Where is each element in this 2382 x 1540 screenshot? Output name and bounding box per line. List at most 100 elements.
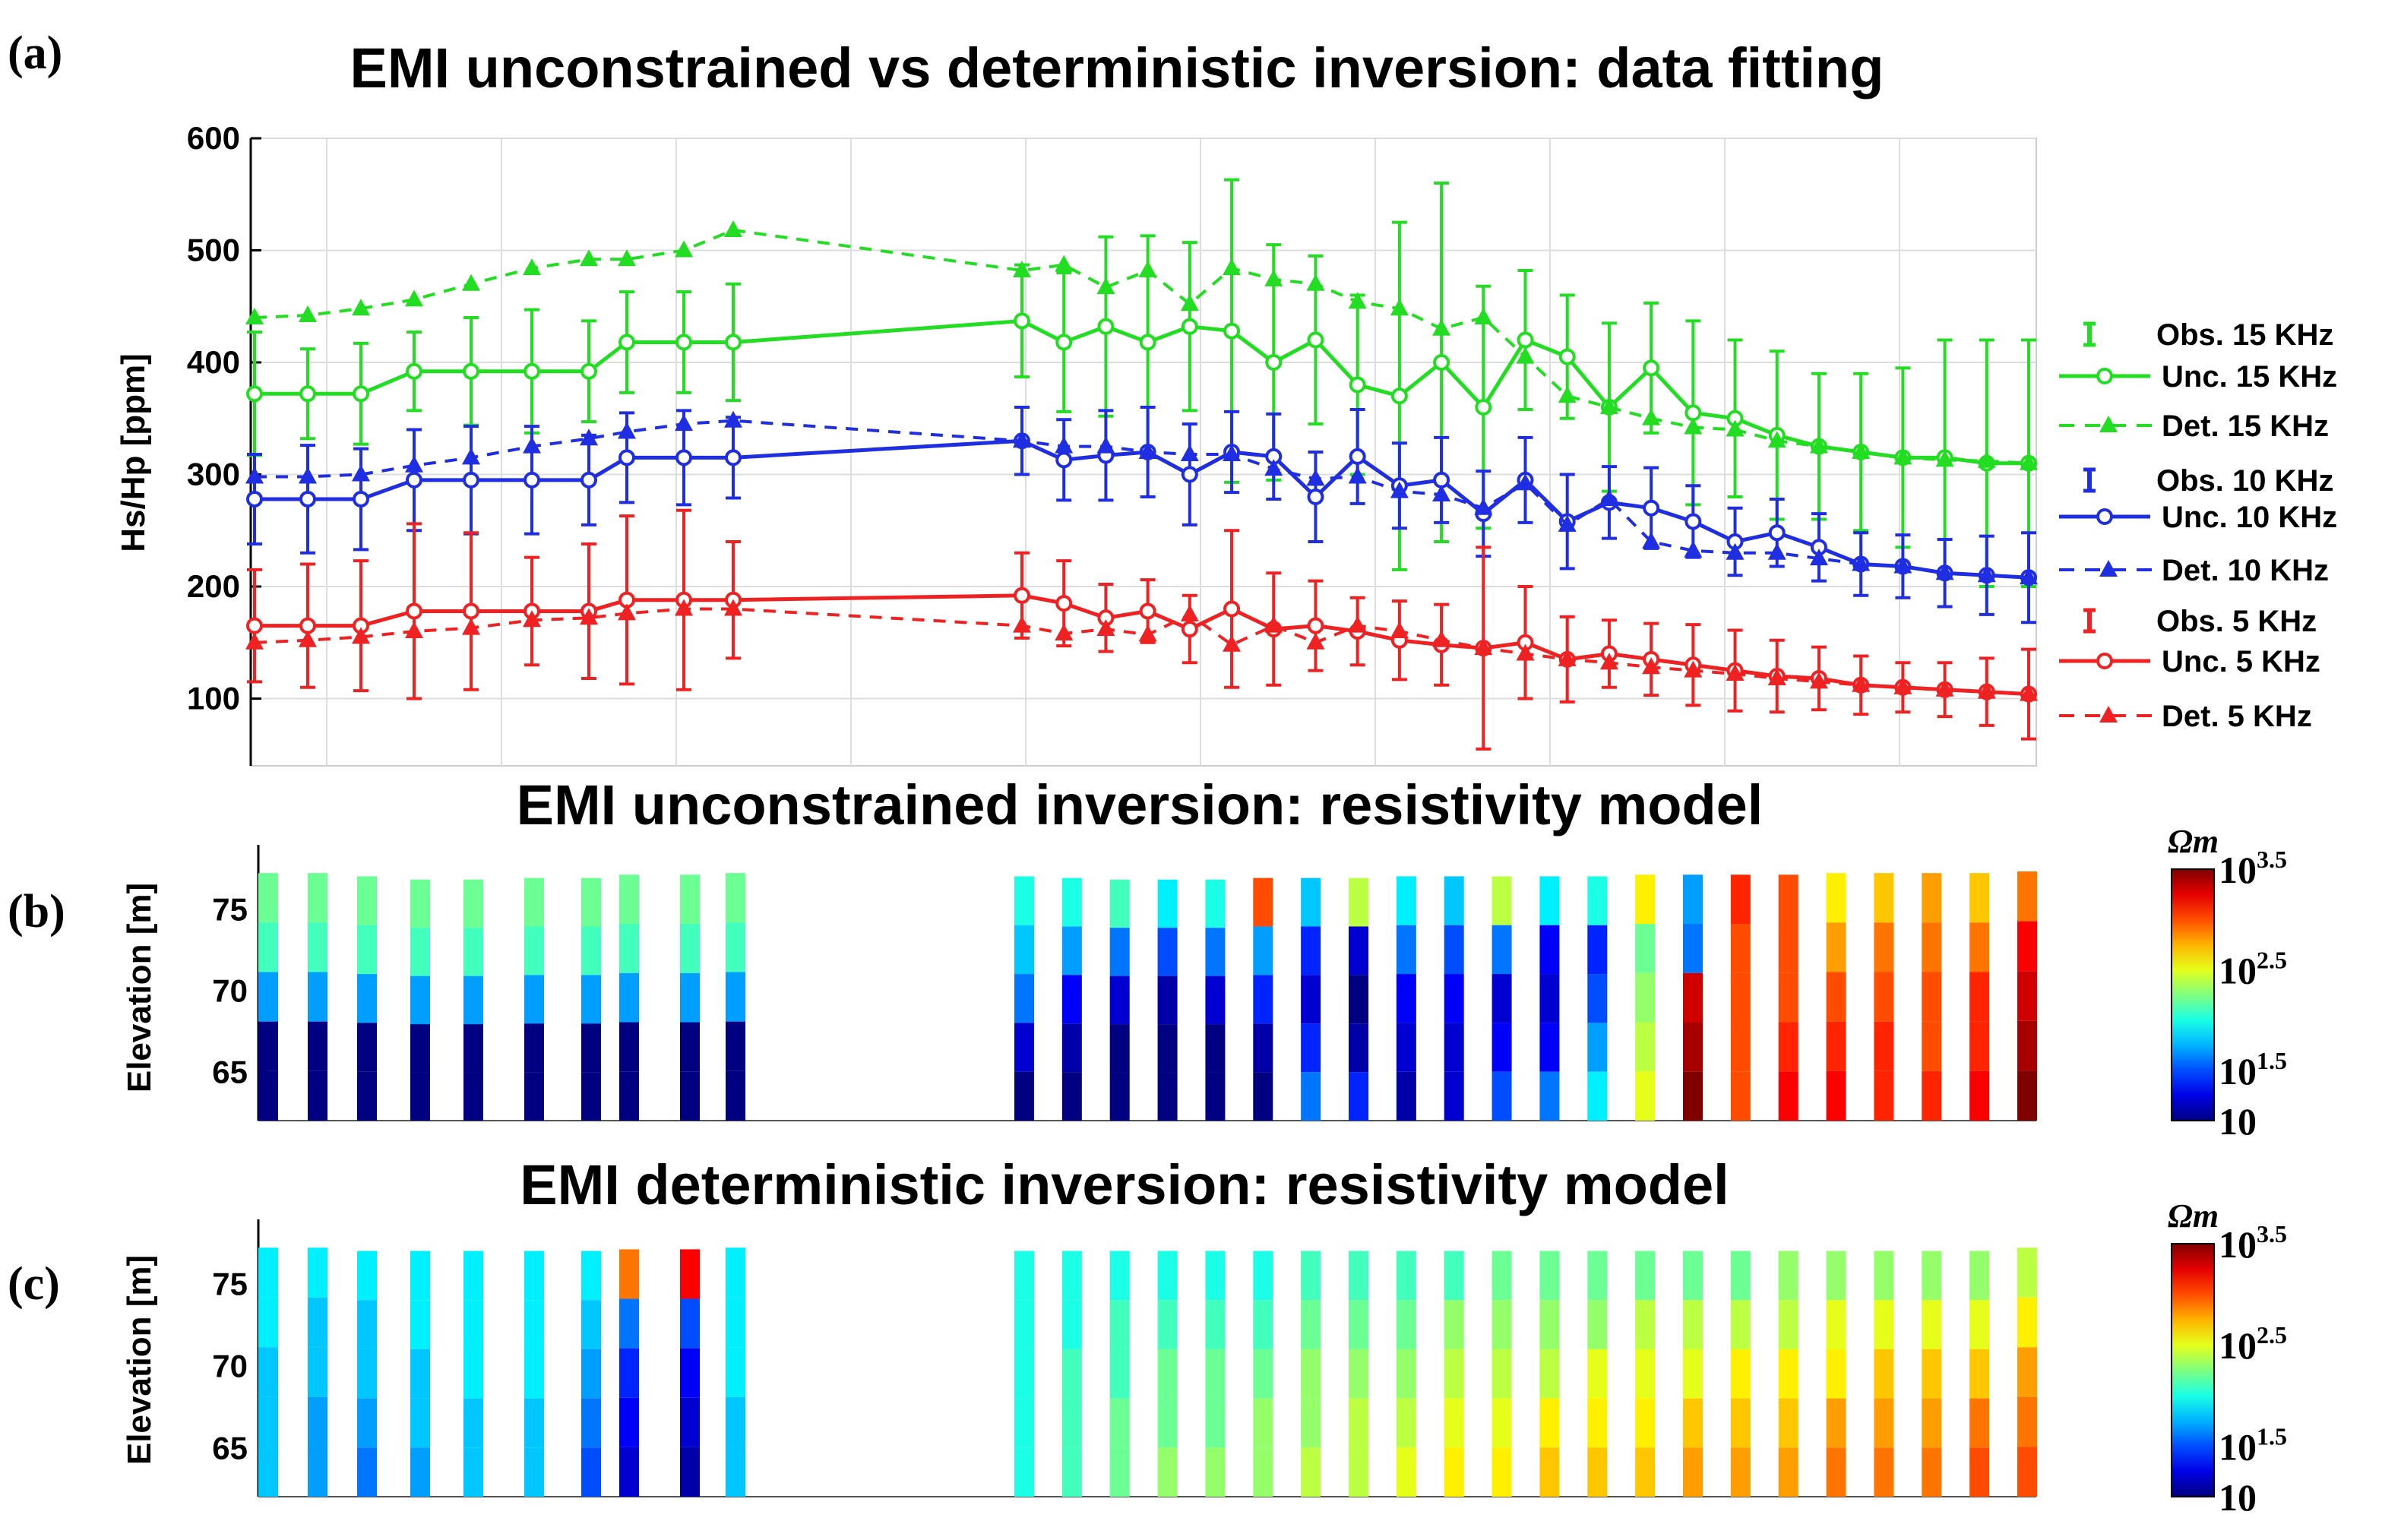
resistivity-cell: [2017, 1297, 2037, 1348]
resistivity-cell: [1492, 876, 1512, 925]
resistivity-cell: [619, 1071, 639, 1121]
resistivity-cell: [619, 1022, 639, 1072]
resistivity-cell: [2017, 871, 2037, 922]
chart-a-plot: 100 200 300 400 500 600: [187, 120, 2038, 767]
resistivity-cell: [1922, 1300, 1942, 1349]
resistivity-cell: [1587, 1300, 1608, 1349]
resistivity-cell: [1349, 1398, 1368, 1448]
series-point: [1180, 294, 1199, 311]
resistivity-cell: [1635, 1349, 1656, 1399]
series-point: [1349, 376, 1366, 394]
resistivity-cell: [1683, 1022, 1703, 1072]
resistivity-cell: [1492, 1251, 1512, 1301]
series-point: [1348, 292, 1367, 309]
resistivity-cell: [1109, 1072, 1130, 1121]
resistivity-cell: [726, 922, 745, 972]
resistivity-cell: [1826, 972, 1846, 1022]
chart-c-plot: 65 70 75: [212, 1219, 2037, 1497]
resistivity-cell: [1301, 1251, 1321, 1301]
legend-swatch: [2099, 560, 2118, 577]
resistivity-cell: [258, 1297, 278, 1348]
resistivity-cell: [1874, 1021, 1894, 1071]
resistivity-cell: [1826, 1349, 1846, 1399]
series-point: [1935, 450, 1954, 467]
colorbar-tick-label: 102.5: [2219, 1321, 2287, 1367]
series-point: [1768, 524, 1786, 542]
resistivity-cell: [1539, 876, 1560, 925]
series-point: [524, 471, 540, 489]
resistivity-cell: [726, 1347, 745, 1397]
resistivity-cell: [410, 879, 430, 928]
resistivity-cell: [1969, 922, 1990, 972]
resistivity-cell: [581, 1447, 601, 1497]
resistivity-cell: [1826, 873, 1846, 923]
colorbar-tick-label: 103.5: [2219, 1220, 2287, 1266]
resistivity-cell: [1730, 1300, 1751, 1349]
resistivity-cell: [619, 924, 639, 973]
resistivity-cell: [1778, 1022, 1798, 1072]
resistivity-cell: [1969, 1251, 1990, 1301]
series-point: [352, 299, 370, 316]
series-point: [1809, 672, 1828, 689]
series-point: [299, 490, 316, 508]
series-point: [1599, 489, 1618, 506]
resistivity-cell: [1253, 1072, 1273, 1121]
resistivity-cell: [1969, 1070, 1990, 1121]
series-point: [299, 466, 317, 484]
series-point: [1935, 563, 1954, 580]
series-point: [1517, 331, 1534, 349]
resistivity-cell: [1874, 1349, 1894, 1399]
series-point: [1599, 397, 1618, 414]
series-point: [1349, 447, 1366, 465]
resistivity-cell: [1587, 1071, 1608, 1121]
resistivity-cell: [581, 1300, 601, 1349]
resistivity-cell: [524, 1023, 544, 1073]
series-point: [1348, 466, 1367, 484]
resistivity-cell: [1014, 1349, 1034, 1399]
resistivity-cell: [1014, 974, 1034, 1023]
resistivity-cell: [1922, 972, 1942, 1022]
series-point: [353, 385, 369, 403]
resistivity-cell: [1444, 1300, 1464, 1349]
resistivity-cell: [524, 1398, 544, 1448]
resistivity-cell: [357, 1071, 377, 1121]
resistivity-cell: [1683, 874, 1703, 925]
resistivity-cell: [1444, 1071, 1464, 1121]
series-point: [618, 249, 636, 267]
resistivity-cell: [2017, 1396, 2037, 1447]
resistivity-cell: [1444, 1398, 1464, 1448]
resistivity-cell: [1157, 976, 1178, 1025]
series-point: [1390, 621, 1409, 638]
resistivity-cell: [1444, 1251, 1464, 1301]
resistivity-cell: [1396, 1300, 1416, 1349]
series-point: [1097, 318, 1115, 335]
resistivity-cell: [726, 972, 745, 1022]
series-point: [2020, 684, 2038, 701]
resistivity-cell: [726, 1021, 745, 1071]
chart-c-colorbar: Ωm 10 101.5 102.5 103.5: [2168, 1197, 2287, 1519]
resistivity-cell: [1396, 1398, 1416, 1448]
series-point: [406, 362, 422, 380]
series-point: [1852, 442, 1871, 459]
resistivity-cell: [524, 975, 544, 1024]
resistivity-cell: [357, 876, 377, 925]
resistivity-cell: [680, 1071, 700, 1121]
resistivity-cell: [1635, 1022, 1656, 1072]
resistivity-cell: [1683, 1349, 1703, 1399]
legend-swatch: [2096, 653, 2113, 669]
colorbar-tick-label: 101.5: [2219, 1047, 2287, 1093]
series-point: [1684, 660, 1703, 678]
resistivity-cell: [726, 1396, 745, 1447]
series-point: [1014, 587, 1030, 604]
resistivity-cell: [1922, 1447, 1942, 1497]
resistivity-cell: [524, 1072, 544, 1121]
resistivity-cell: [1061, 1072, 1082, 1121]
series-point: [405, 621, 423, 638]
series-point: [1138, 625, 1157, 642]
colorbar-bar: [2171, 1243, 2215, 1497]
resistivity-cell: [1396, 1349, 1416, 1399]
resistivity-cell: [1969, 972, 1990, 1022]
resistivity-cell: [1539, 1300, 1560, 1349]
y-tick-label: 65: [212, 1055, 248, 1090]
resistivity-cell: [1969, 1447, 1990, 1497]
